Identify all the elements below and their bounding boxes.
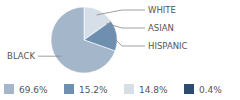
svg-text:WHITE: WHITE [148,5,176,15]
svg-text:0.4%: 0.4% [199,85,222,95]
svg-text:15.2%: 15.2% [79,85,108,95]
svg-text:14.8%: 14.8% [139,85,168,95]
svg-text:HISPANIC: HISPANIC [148,41,188,51]
svg-text:69.6%: 69.6% [19,85,48,95]
svg-text:ASIAN: ASIAN [148,23,174,33]
svg-text:BLACK: BLACK [7,51,35,61]
